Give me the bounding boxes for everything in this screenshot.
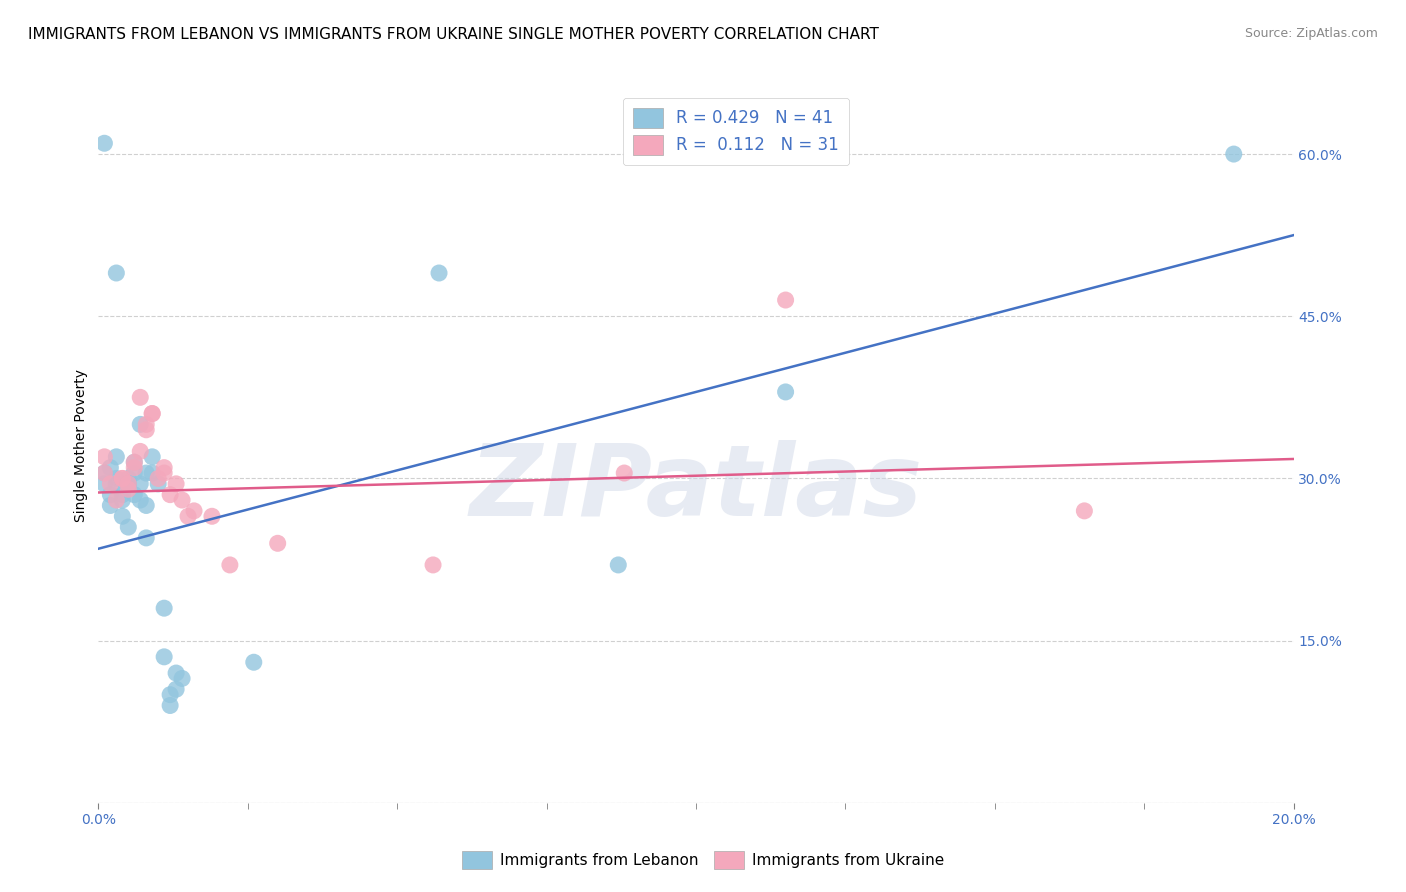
Point	[111, 471, 134, 485]
Legend: Immigrants from Lebanon, Immigrants from Ukraine: Immigrants from Lebanon, Immigrants from…	[456, 845, 950, 875]
Point	[111, 471, 134, 485]
Point	[117, 482, 139, 496]
Point	[100, 460, 122, 475]
Point	[93, 466, 115, 480]
Point	[117, 476, 139, 491]
Legend: R = 0.429   N = 41, R =  0.112   N = 31: R = 0.429 N = 41, R = 0.112 N = 31	[623, 97, 849, 165]
Y-axis label: Single Mother Poverty: Single Mother Poverty	[75, 369, 89, 523]
Point	[201, 509, 224, 524]
Point	[105, 476, 128, 491]
Point	[129, 444, 152, 458]
Point	[153, 601, 176, 615]
Text: ZIPatlas: ZIPatlas	[470, 441, 922, 537]
Point	[219, 558, 242, 572]
Point	[124, 466, 146, 480]
Point	[105, 493, 128, 508]
Point	[141, 450, 163, 464]
Point	[111, 488, 134, 502]
Point	[177, 509, 200, 524]
Point	[100, 499, 122, 513]
Point	[93, 450, 115, 464]
Point	[141, 407, 163, 421]
Point	[117, 520, 139, 534]
Point	[141, 466, 163, 480]
Point	[124, 455, 146, 469]
Point	[100, 476, 122, 491]
Point	[153, 649, 176, 664]
Point	[607, 558, 630, 572]
Point	[135, 531, 157, 545]
Point	[183, 504, 205, 518]
Point	[117, 476, 139, 491]
Point	[135, 417, 157, 432]
Point	[775, 293, 797, 307]
Point	[148, 476, 170, 491]
Point	[124, 460, 146, 475]
Point	[124, 455, 146, 469]
Point	[129, 417, 152, 432]
Point	[93, 466, 115, 480]
Point	[1073, 504, 1095, 518]
Point	[613, 466, 636, 480]
Point	[165, 682, 187, 697]
Point	[124, 488, 146, 502]
Text: Source: ZipAtlas.com: Source: ZipAtlas.com	[1244, 27, 1378, 40]
Point	[135, 466, 157, 480]
Text: IMMIGRANTS FROM LEBANON VS IMMIGRANTS FROM UKRAINE SINGLE MOTHER POVERTY CORRELA: IMMIGRANTS FROM LEBANON VS IMMIGRANTS FR…	[28, 27, 879, 42]
Point	[111, 493, 134, 508]
Point	[129, 493, 152, 508]
Point	[159, 688, 181, 702]
Point	[111, 509, 134, 524]
Point	[1223, 147, 1246, 161]
Point	[135, 423, 157, 437]
Point	[117, 471, 139, 485]
Point	[117, 476, 139, 491]
Point	[427, 266, 450, 280]
Point	[243, 655, 266, 669]
Point	[148, 471, 170, 485]
Point	[153, 466, 176, 480]
Point	[165, 666, 187, 681]
Point	[141, 407, 163, 421]
Point	[135, 499, 157, 513]
Point	[100, 488, 122, 502]
Point	[165, 476, 187, 491]
Point	[105, 471, 128, 485]
Point	[93, 136, 115, 151]
Point	[775, 384, 797, 399]
Point	[129, 390, 152, 404]
Point	[172, 672, 194, 686]
Point	[267, 536, 290, 550]
Point	[172, 493, 194, 508]
Point	[159, 698, 181, 713]
Point	[129, 476, 152, 491]
Point	[159, 488, 181, 502]
Point	[105, 450, 128, 464]
Point	[93, 476, 115, 491]
Point	[105, 266, 128, 280]
Point	[422, 558, 444, 572]
Point	[153, 460, 176, 475]
